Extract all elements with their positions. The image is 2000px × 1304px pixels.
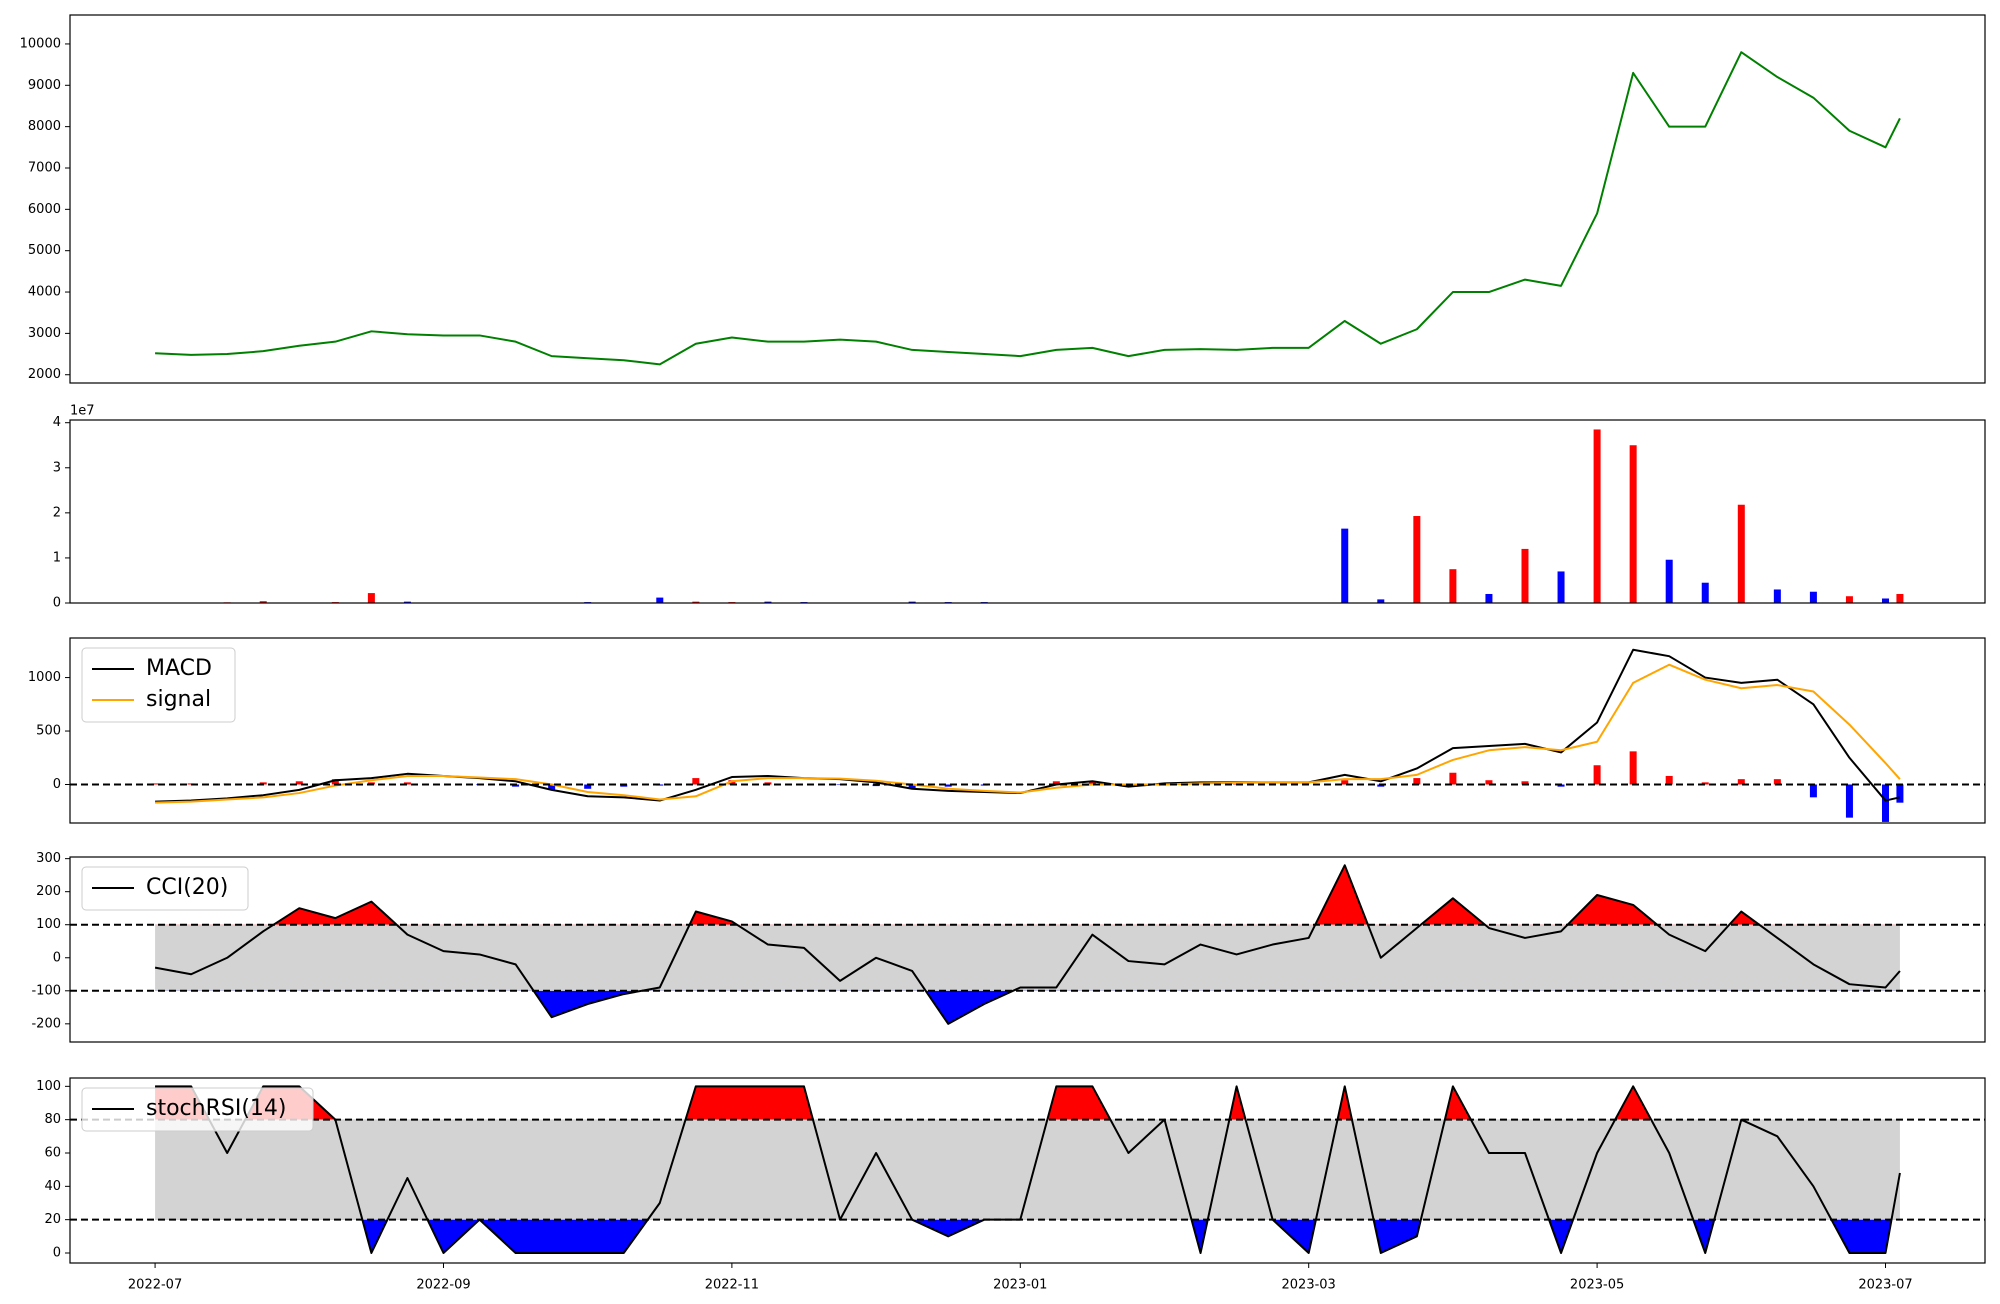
bar: [1341, 529, 1348, 603]
y-tick-label: 6000: [28, 202, 61, 217]
legend-label: signal: [146, 687, 211, 712]
y-tick-label: 4: [53, 415, 61, 430]
y-tick-label: 8000: [28, 119, 61, 134]
x-tick-label: 2022-09: [416, 1278, 470, 1293]
bar: [656, 598, 663, 603]
y-tick-label: -200: [31, 1016, 61, 1031]
bar: [1666, 560, 1673, 603]
plot-area: [152, 650, 1904, 822]
legend-label: stochRSI(14): [146, 1096, 287, 1121]
x-tick-label: 2023-01: [993, 1278, 1047, 1293]
bar: [368, 593, 375, 603]
bar: [1738, 505, 1745, 603]
legend-label: MACD: [146, 656, 212, 681]
y-tick-label: 60: [44, 1146, 61, 1161]
panel: 0 500 1000 MACD signal: [28, 638, 1985, 823]
y-tick-label: 3: [53, 460, 61, 475]
bar: [1846, 596, 1853, 603]
bar: [1882, 785, 1889, 822]
bar: [1896, 594, 1903, 603]
y-tick-label: 4000: [28, 285, 61, 300]
bar: [1810, 592, 1817, 603]
band: [155, 1120, 1900, 1220]
x-tick-label: 2023-07: [1858, 1278, 1912, 1293]
bar: [1413, 516, 1420, 603]
series-line: [155, 650, 1900, 802]
series-line: [155, 665, 1900, 803]
y-tick-label: 0: [53, 777, 61, 792]
y-tick-label: 0: [53, 596, 61, 611]
x-tick-label: 2022-07: [128, 1278, 182, 1293]
y-tick-label: 40: [44, 1179, 61, 1194]
x-tick-label: 2023-03: [1282, 1278, 1336, 1293]
panel: -200 -100 0 100 200 300 CCI(20): [31, 851, 1985, 1042]
y-tick-label: 200: [36, 884, 61, 899]
bar: [1485, 594, 1492, 603]
y-tick-label: 100: [36, 917, 61, 932]
plot-area: [155, 1086, 1900, 1253]
y-tick-label: 80: [44, 1112, 61, 1127]
y-tick-label: 0: [53, 950, 61, 965]
bar: [1666, 776, 1673, 785]
plot-area: [155, 52, 1900, 364]
offset-label: 1e7: [70, 404, 95, 419]
series-line: [155, 52, 1900, 364]
y-tick-label: 0: [53, 1246, 61, 1261]
panel-frame: [70, 420, 1985, 603]
panel: 0 1 2 3 4 1e7: [53, 404, 1985, 611]
x-tick-label: 2023-05: [1570, 1278, 1624, 1293]
y-tick-label: 100: [36, 1079, 61, 1094]
y-tick-label: 2: [53, 505, 61, 520]
x-tick-label: 2022-11: [705, 1278, 759, 1293]
band: [155, 925, 1900, 991]
panel-frame: [70, 638, 1985, 823]
y-tick-label: 1: [53, 550, 61, 565]
panel-frame: [70, 15, 1985, 383]
y-tick-label: 500: [36, 724, 61, 739]
y-tick-label: 9000: [28, 78, 61, 93]
bar: [1521, 549, 1528, 603]
legend-label: CCI(20): [146, 875, 228, 900]
bar: [1882, 598, 1889, 603]
bar: [1774, 589, 1781, 603]
bar: [1846, 785, 1853, 818]
bar: [1702, 583, 1709, 603]
bar: [1630, 445, 1637, 603]
plot-area: [155, 865, 1900, 1024]
y-tick-label: -100: [31, 983, 61, 998]
y-tick-label: 300: [36, 851, 61, 866]
bar: [1810, 785, 1817, 798]
bar: [1896, 785, 1903, 803]
panel: 0 20 40 60 80 100 stochRSI(14) 2022-07 2022-09 20…: [36, 1078, 1985, 1293]
y-tick-label: 7000: [28, 160, 61, 175]
bar: [1594, 429, 1601, 603]
bar: [1449, 773, 1456, 785]
y-tick-label: 1000: [28, 670, 61, 685]
bar: [1630, 751, 1637, 784]
bar: [1558, 571, 1565, 603]
y-tick-label: 20: [44, 1212, 61, 1227]
y-tick-label: 5000: [28, 243, 61, 258]
y-tick-label: 10000: [20, 36, 61, 51]
y-tick-label: 3000: [28, 326, 61, 341]
plot-area: [152, 429, 1904, 603]
panel: 2000 3000 4000 5000 6000 7000 8000 9000 10000: [20, 15, 1985, 383]
bar: [1594, 765, 1601, 784]
y-tick-label: 2000: [28, 367, 61, 382]
bar: [1449, 569, 1456, 603]
